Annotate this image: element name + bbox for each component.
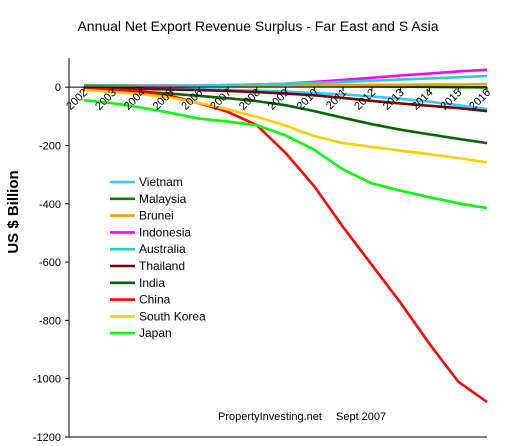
x-tick-label: 2012 [352,87,378,113]
legend-label: China [139,293,171,307]
y-tick-label: 0 [55,82,61,94]
y-axis-label: US $ Billion [5,170,22,253]
legend-label: Australia [139,242,186,256]
legend-label: South Korea [139,309,206,323]
y-tick-label: -1200 [33,432,61,444]
y-tick-label: -200 [39,140,61,152]
legend-label: Brunei [139,209,174,223]
y-tick-label: -400 [39,199,61,211]
legend-label: Malaysia [139,192,187,206]
legend-label: Japan [139,326,172,340]
legend-label: India [139,276,165,290]
y-tick-label: -800 [39,315,61,327]
legend-label: Thailand [139,259,185,273]
source-annotation: PropertyInvesting.net [218,411,322,423]
series-line-japan [83,99,488,210]
legend: Vietnam Malaysia Brunei Indonesia Australia T… [110,175,206,340]
y-tick-label: -1000 [33,374,61,386]
series-line-south-korea [83,88,488,164]
legend-label: Indonesia [139,225,191,239]
series-layer [83,68,488,404]
chart-title: Annual Net Export Revenue Surplus - Far … [77,18,438,34]
y-tick-label: -600 [39,257,61,269]
series-line-china [83,87,488,404]
series-line-thailand [83,86,488,113]
date-annotation: Sept 2007 [336,411,386,423]
legend-label: Vietnam [139,175,183,189]
x-tick-label: 2014 [410,87,436,113]
series-line-australia [83,74,488,89]
